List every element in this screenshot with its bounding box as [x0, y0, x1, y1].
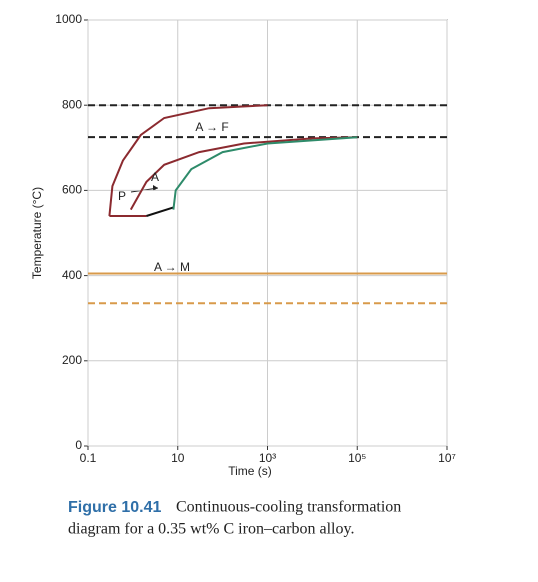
curve [146, 206, 174, 217]
x-tick-label: 10⁷ [438, 451, 456, 465]
y-axis-label: Temperature (°C) [30, 187, 44, 279]
caption-label: Figure 10.41 [68, 499, 161, 516]
x-tick-label: 10⁵ [348, 451, 366, 465]
y-tick-label: 200 [62, 353, 82, 367]
annotation: A → F [195, 120, 228, 134]
y-tick-label: 800 [62, 97, 82, 111]
curve [108, 104, 268, 217]
annotation: A → M [154, 260, 190, 274]
x-tick-label: 0.1 [80, 451, 97, 465]
y-tick-label: 0 [75, 438, 82, 452]
y-tick-label: 1000 [55, 12, 82, 26]
annotation: A [151, 170, 159, 184]
caption-text: diagram for a 0.35 wt% C iron–carbon all… [68, 521, 354, 538]
x-tick-label: 10 [171, 451, 185, 465]
y-tick-label: 400 [62, 268, 82, 282]
caption-text: Continuous-cooling transformation [176, 499, 401, 516]
y-tick-label: 600 [62, 183, 82, 197]
x-tick-label: 10³ [259, 451, 276, 465]
curve [129, 136, 358, 211]
curve [172, 136, 358, 210]
arrowhead [153, 185, 158, 191]
annotation: P [118, 189, 126, 203]
x-axis-label: Time (s) [228, 464, 272, 478]
